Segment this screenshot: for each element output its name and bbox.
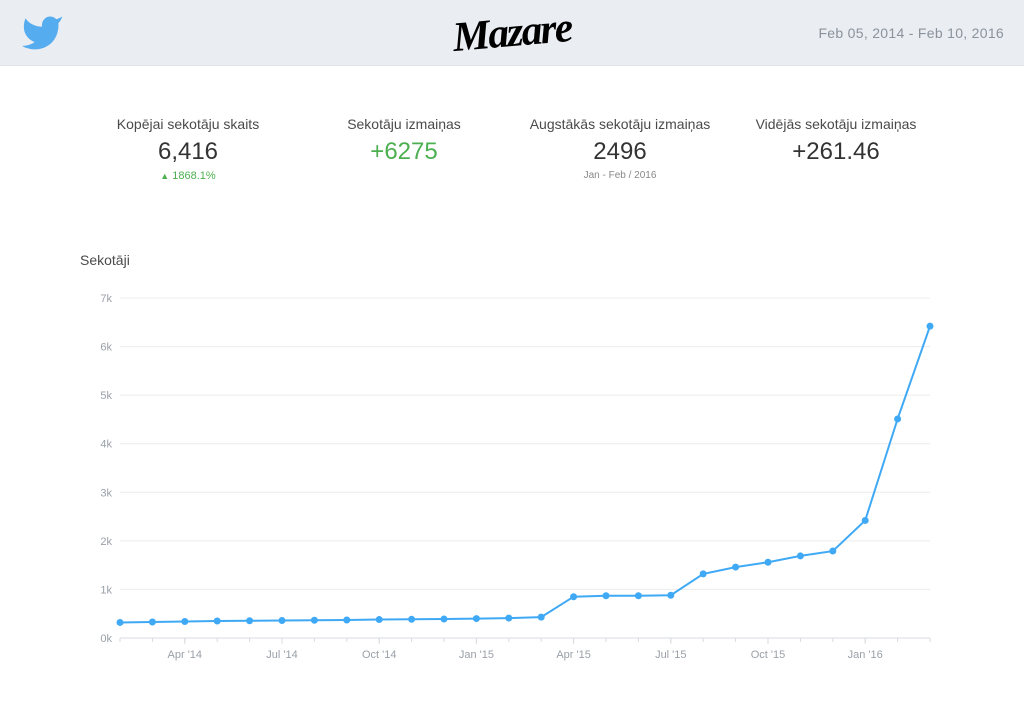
svg-text:Jul '15: Jul '15 xyxy=(655,649,686,661)
stat-label: Kopējai sekotāju skaits xyxy=(80,116,296,132)
stat-total-followers: Kopējai sekotāju skaits 6,416 ▲ 1868.1% xyxy=(80,116,296,182)
header-bar: Mazare Feb 05, 2014 - Feb 10, 2016 xyxy=(0,0,1024,66)
stat-sub: Jan - Feb / 2016 xyxy=(512,170,728,181)
stat-value: +6275 xyxy=(296,138,512,166)
svg-text:Jan '15: Jan '15 xyxy=(459,649,494,661)
svg-text:Jan '16: Jan '16 xyxy=(848,649,883,661)
svg-text:3k: 3k xyxy=(100,487,112,499)
stat-value: +261.46 xyxy=(728,138,944,166)
stat-label: Vidējās sekotāju izmaiņas xyxy=(728,116,944,132)
stat-delta-value: 1868.1% xyxy=(172,170,215,182)
stat-label: Sekotāju izmaiņas xyxy=(296,116,512,132)
svg-text:Apr '15: Apr '15 xyxy=(556,649,591,661)
svg-text:Oct '14: Oct '14 xyxy=(362,649,397,661)
svg-text:7k: 7k xyxy=(100,293,112,305)
svg-text:4k: 4k xyxy=(100,439,112,451)
chart-container: 0k 1k 2k 3k 4k 5k 6k 7k Apr '14 Jul '14 Oct '14 Jan… xyxy=(80,288,944,678)
svg-text:Apr '14: Apr '14 xyxy=(168,649,203,661)
svg-text:Jul '14: Jul '14 xyxy=(266,649,297,661)
brand-logo: Mazare xyxy=(451,3,573,61)
date-range[interactable]: Feb 05, 2014 - Feb 10, 2016 xyxy=(818,25,1004,41)
stat-follower-change: Sekotāju izmaiņas +6275 xyxy=(296,116,512,182)
stat-average-change: Vidējās sekotāju izmaiņas +261.46 xyxy=(728,116,944,182)
stat-label: Augstākās sekotāju izmaiņas xyxy=(512,116,728,132)
svg-text:1k: 1k xyxy=(100,584,112,596)
svg-text:6k: 6k xyxy=(100,342,112,354)
stats-row: Kopējai sekotāju skaits 6,416 ▲ 1868.1% … xyxy=(0,66,1024,212)
header-left xyxy=(20,11,64,55)
chart-title: Sekotāji xyxy=(80,252,944,268)
svg-text:Oct '15: Oct '15 xyxy=(751,649,786,661)
stat-value: 6,416 xyxy=(80,138,296,166)
svg-text:0k: 0k xyxy=(100,633,112,645)
stat-delta: ▲ 1868.1% xyxy=(80,170,296,182)
twitter-icon xyxy=(20,11,64,55)
followers-chart: 0k 1k 2k 3k 4k 5k 6k 7k Apr '14 Jul '14 Oct '14 Jan… xyxy=(80,288,944,678)
svg-text:2k: 2k xyxy=(100,536,112,548)
svg-text:5k: 5k xyxy=(100,390,112,402)
stat-highest-change: Augstākās sekotāju izmaiņas 2496 Jan - F… xyxy=(512,116,728,182)
chart-section: Sekotāji 0k 1k 2k 3k 4k 5k 6k 7k Apr '14 Jul '14 O… xyxy=(0,212,1024,678)
stat-value: 2496 xyxy=(512,138,728,166)
